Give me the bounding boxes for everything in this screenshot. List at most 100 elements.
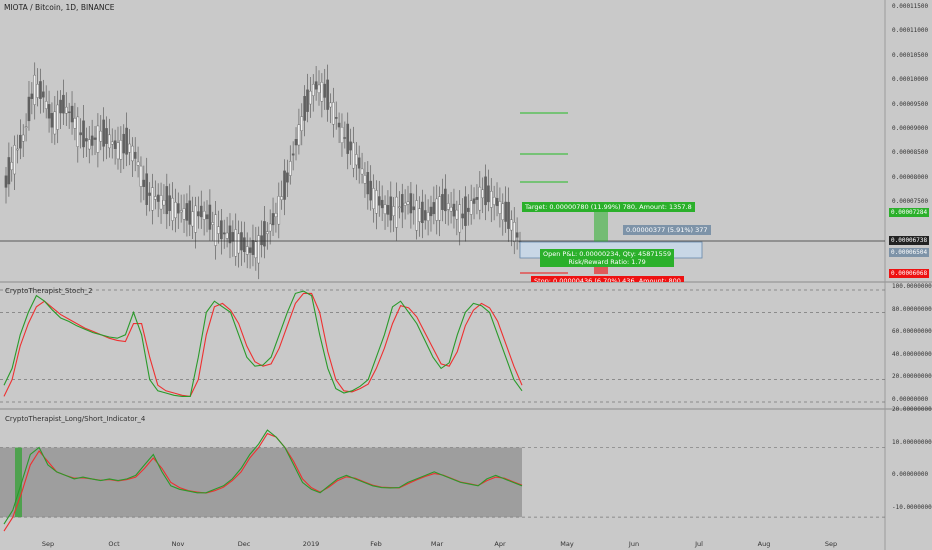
candle-body — [162, 200, 166, 206]
candle-body — [452, 203, 456, 217]
candle-body — [62, 94, 65, 114]
candle-body — [24, 126, 28, 128]
long-short-tick-label: -10.00000000 — [892, 503, 932, 511]
candle-body — [220, 220, 223, 240]
candle-body — [432, 202, 436, 215]
candle-body — [326, 79, 329, 110]
stoch-tick-label: 60.00000000 — [892, 328, 932, 336]
candle-body — [145, 173, 149, 205]
candle-body — [446, 203, 450, 210]
candle-body — [409, 193, 413, 214]
candle-body — [495, 197, 499, 207]
candle-body — [194, 205, 197, 233]
candle-body — [76, 116, 80, 147]
candle-body — [243, 237, 246, 253]
candle-body — [263, 221, 266, 247]
candle-body — [438, 196, 441, 221]
stoch-tick-label: 0.00000000 — [892, 396, 929, 403]
candle-body — [429, 206, 433, 217]
candle-body — [472, 198, 476, 204]
candle-body — [191, 211, 194, 227]
candle-body — [16, 148, 19, 151]
candle-body — [96, 125, 100, 153]
candle-body — [377, 196, 381, 206]
candle-body — [317, 84, 321, 93]
candle-body — [489, 191, 493, 208]
candle-body — [383, 204, 387, 214]
stoch-signal-line — [3, 292, 523, 397]
candle-body — [56, 104, 59, 130]
candle-body — [30, 93, 34, 99]
candle-body — [148, 192, 151, 196]
candle-body — [400, 194, 404, 213]
candle-body — [492, 196, 496, 205]
candle-body — [507, 201, 510, 229]
candle-body — [421, 201, 424, 224]
candle-body — [418, 208, 421, 222]
candle-body — [455, 209, 459, 220]
candle-body — [248, 247, 252, 253]
candle-body — [406, 201, 410, 205]
candle-body — [369, 180, 372, 201]
candle-body — [309, 90, 312, 105]
candle-body — [139, 165, 143, 187]
candle-body — [199, 205, 203, 218]
candle-body — [412, 206, 416, 211]
candle-body — [392, 206, 395, 216]
candle-body — [423, 210, 427, 221]
candle-body — [266, 231, 269, 234]
candle-body — [254, 241, 258, 259]
candle-body — [332, 102, 335, 125]
candle-body — [70, 105, 74, 123]
candle-body — [36, 84, 39, 98]
stoch-tick-label: 20.00000000 — [892, 373, 932, 381]
candle-body — [39, 81, 42, 99]
candle-body — [222, 232, 226, 235]
candle-body — [498, 201, 502, 214]
candle-body — [386, 205, 390, 215]
candle-body — [7, 157, 11, 185]
price-tick-label: 0.00008000 — [892, 173, 929, 181]
candle-body — [42, 91, 45, 98]
time-tick-label: Nov — [171, 540, 185, 548]
candle-body — [93, 137, 97, 140]
price-tick-label: 0.00009500 — [892, 100, 929, 108]
candle-body — [363, 175, 367, 184]
candle-body — [461, 213, 464, 219]
candle-body — [21, 134, 25, 142]
candle-body — [231, 232, 235, 242]
candle-body — [306, 89, 309, 112]
candle-body — [303, 96, 306, 121]
candle-body — [458, 204, 461, 233]
candle-body — [320, 82, 324, 102]
candle-body — [314, 81, 318, 90]
position-profit-zone — [594, 212, 608, 242]
time-tick-label: Sep — [824, 540, 838, 548]
long-short-tick-label: 20.00000000 — [892, 406, 932, 413]
candle-body — [136, 161, 140, 166]
candle-body — [349, 141, 352, 151]
candle-body — [133, 151, 137, 159]
candle-body — [487, 185, 490, 203]
candle-body — [467, 207, 470, 212]
candle-body — [346, 123, 350, 154]
candle-body — [288, 161, 292, 176]
candle-body — [311, 84, 315, 96]
candle-body — [334, 117, 338, 119]
candle-body — [59, 99, 62, 114]
candle-body — [340, 127, 344, 143]
time-tick-label: Jul — [695, 540, 703, 548]
candle-body — [87, 139, 91, 150]
candle-body — [441, 194, 444, 211]
risk-reward-text: Risk/Reward Ratio: 1.79 — [568, 258, 646, 266]
candle-body — [360, 168, 364, 175]
open-pnl-label: Open P&L: 0.00000234, Qty: 45871559 Risk… — [540, 249, 675, 267]
candle-body — [271, 213, 275, 226]
price-tick-label: 0.00010500 — [892, 51, 929, 59]
candle-body — [113, 140, 117, 150]
candle-body — [329, 102, 332, 108]
candle-body — [174, 202, 177, 219]
candle-body — [257, 235, 260, 264]
candle-body — [277, 196, 281, 225]
